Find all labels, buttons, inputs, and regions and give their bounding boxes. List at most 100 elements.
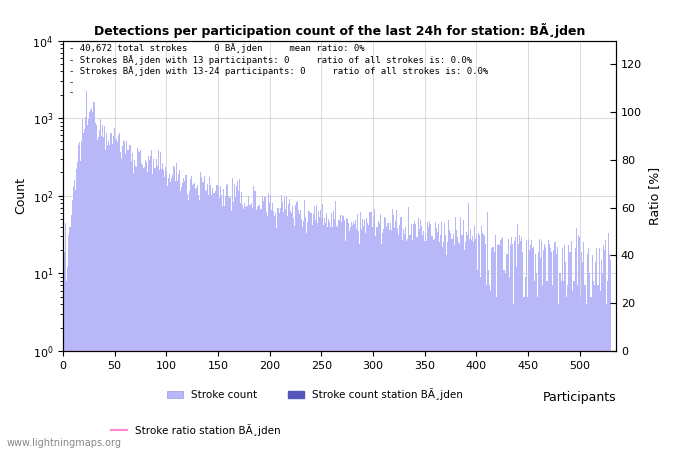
Bar [468, 203, 469, 450]
Bar [246, 207, 248, 450]
Bar [377, 228, 378, 450]
Bar [442, 247, 443, 450]
Bar [197, 184, 198, 450]
Bar [174, 167, 175, 450]
Bar [368, 225, 370, 450]
Bar [257, 207, 258, 450]
Bar [482, 233, 483, 450]
Bar [533, 247, 534, 450]
Bar [428, 227, 429, 450]
Bar [300, 210, 301, 450]
Bar [538, 252, 539, 450]
Bar [235, 197, 236, 450]
Bar [323, 225, 324, 450]
Bar [110, 133, 111, 450]
Bar [379, 224, 380, 450]
Bar [467, 235, 468, 450]
Bar [83, 133, 84, 450]
Bar [570, 252, 571, 450]
Bar [302, 227, 303, 450]
Bar [507, 253, 508, 450]
Bar [66, 267, 68, 450]
Bar [601, 260, 602, 450]
Bar [267, 216, 268, 450]
Bar [293, 218, 294, 450]
Bar [474, 226, 475, 450]
Bar [476, 234, 477, 450]
Bar [597, 285, 598, 450]
Bar [605, 240, 606, 450]
Bar [314, 206, 315, 450]
Bar [372, 216, 374, 450]
Bar [359, 244, 360, 450]
Bar [478, 233, 479, 450]
Bar [457, 238, 458, 450]
Bar [569, 252, 570, 450]
Bar [85, 117, 86, 450]
Bar [558, 304, 559, 450]
Bar [86, 91, 88, 450]
Bar [435, 228, 437, 450]
Bar [469, 238, 470, 450]
Bar [188, 191, 190, 450]
Bar [286, 197, 287, 450]
Bar [506, 253, 507, 450]
Bar [498, 245, 500, 450]
Bar [449, 230, 450, 450]
Bar [186, 194, 188, 450]
Bar [479, 235, 480, 450]
Bar [287, 216, 288, 450]
Bar [325, 224, 326, 450]
Bar [158, 150, 159, 450]
Bar [505, 273, 506, 450]
Bar [406, 241, 407, 450]
Bar [444, 224, 445, 450]
Bar [318, 217, 320, 450]
Bar [411, 224, 412, 450]
Bar [179, 170, 181, 450]
Bar [342, 216, 344, 450]
Bar [388, 224, 389, 450]
Bar [552, 285, 554, 450]
Bar [288, 204, 289, 450]
Bar [153, 159, 155, 450]
Bar [82, 119, 83, 450]
Bar [430, 224, 431, 450]
Bar [332, 227, 333, 450]
Bar [209, 177, 210, 450]
Bar [72, 200, 73, 450]
Bar [76, 169, 77, 450]
Bar [405, 228, 406, 450]
Bar [129, 145, 130, 450]
Bar [312, 225, 313, 450]
Bar [565, 262, 566, 450]
Bar [265, 196, 266, 450]
Bar [535, 253, 536, 450]
Bar [606, 304, 607, 450]
Bar [146, 162, 147, 450]
Bar [494, 235, 496, 450]
Bar [111, 133, 112, 450]
Bar [374, 236, 376, 450]
Bar [337, 227, 339, 450]
Bar [463, 250, 465, 450]
Bar [164, 166, 166, 450]
Bar [326, 213, 327, 450]
Bar [574, 281, 575, 450]
Bar [416, 238, 417, 450]
Bar [253, 191, 255, 450]
Bar [353, 222, 354, 450]
Bar [244, 203, 246, 450]
Bar [517, 224, 518, 450]
Bar [97, 137, 99, 450]
Bar [340, 222, 342, 450]
Bar [453, 234, 454, 450]
Bar [276, 228, 277, 450]
Bar [298, 210, 299, 450]
Bar [491, 248, 493, 450]
Bar [291, 213, 292, 450]
Bar [376, 228, 377, 450]
Bar [441, 222, 442, 450]
Bar [150, 156, 151, 450]
Bar [162, 170, 164, 450]
